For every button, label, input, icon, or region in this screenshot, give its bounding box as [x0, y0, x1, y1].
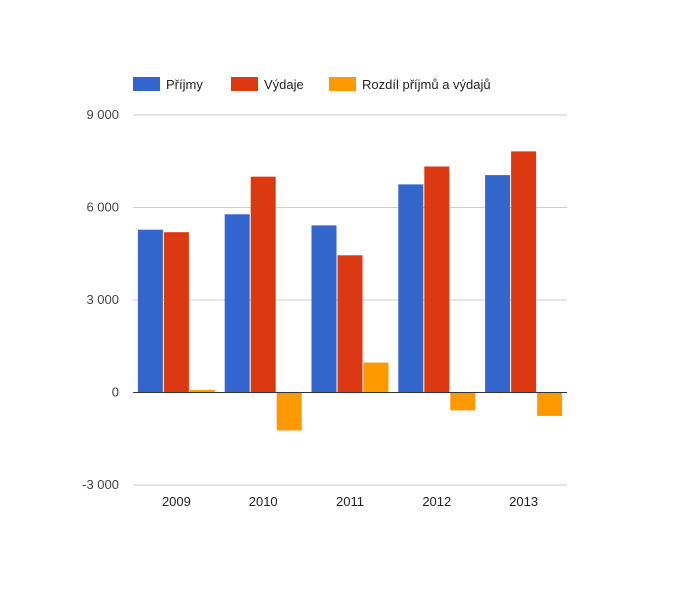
- bars: [137, 151, 563, 431]
- legend-swatch: [231, 77, 258, 91]
- bar: [189, 390, 215, 393]
- bar: [137, 229, 163, 393]
- bar: [224, 214, 250, 393]
- bar: [250, 176, 276, 393]
- bar: [337, 255, 363, 393]
- bar: [363, 362, 389, 393]
- y-tick-label: -3 000: [82, 477, 119, 492]
- x-tick-label: 2013: [509, 494, 538, 509]
- x-tick-label: 2011: [336, 494, 364, 509]
- y-tick-label: 3 000: [86, 292, 119, 307]
- legend-label: Rozdíl příjmů a výdajů: [362, 77, 491, 92]
- y-tick-label: 0: [112, 385, 119, 400]
- bar: [276, 392, 302, 431]
- x-tick-label: 2010: [249, 494, 278, 509]
- y-axis: 9 000 6 000 3 000 0 -3 000: [82, 107, 119, 492]
- legend-label: Příjmy: [166, 77, 203, 92]
- bar: [163, 232, 189, 393]
- bar: [450, 392, 476, 411]
- bar: [537, 392, 563, 416]
- bar: [398, 184, 424, 393]
- bar: [311, 225, 337, 393]
- legend-swatch: [133, 77, 160, 91]
- bar: [424, 166, 450, 393]
- legend-swatch: [329, 77, 356, 91]
- bar: [511, 151, 537, 393]
- bar: [485, 175, 511, 393]
- legend: Příjmy Výdaje Rozdíl příjmů a výdajů: [133, 77, 491, 92]
- x-tick-label: 2009: [162, 494, 191, 509]
- y-tick-label: 9 000: [86, 107, 119, 122]
- legend-label: Výdaje: [264, 77, 304, 92]
- y-tick-label: 6 000: [86, 200, 119, 215]
- x-tick-label: 2012: [422, 494, 451, 509]
- x-axis: 2009 2010 2011 2012 2013: [162, 494, 538, 509]
